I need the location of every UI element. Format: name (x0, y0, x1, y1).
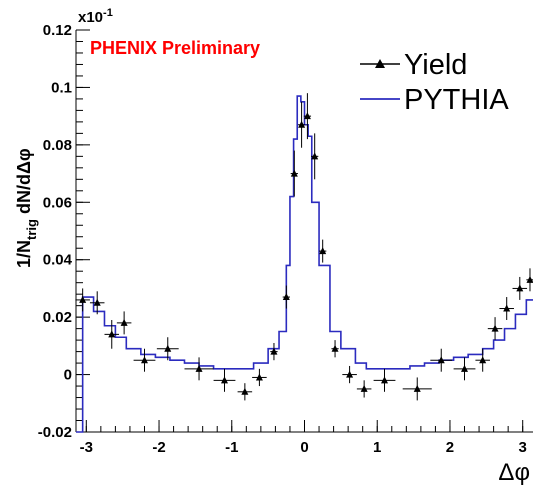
yield-marker (526, 275, 533, 283)
legend: Yield PYTHIA (360, 49, 509, 116)
y-axis-label: 1/Ntrig dN/dΔφ (14, 148, 39, 268)
yield-point (116, 311, 132, 335)
yield-marker (93, 298, 101, 306)
yield-point (184, 357, 214, 381)
yield-point (311, 133, 319, 180)
legend-pythia-label: PYTHIA (404, 84, 509, 116)
yield-point (331, 340, 339, 358)
yield-marker (282, 293, 290, 301)
yield-point (303, 93, 312, 140)
yield-marker (331, 344, 339, 352)
yield-point (487, 317, 503, 341)
yield-point (512, 276, 528, 300)
y-tick-label: 0.04 (43, 252, 73, 269)
x-tick-label: 2 (446, 439, 454, 456)
yield-marker (108, 330, 116, 338)
x-tick-label: -3 (80, 439, 93, 456)
x-tick-label: -2 (152, 439, 165, 456)
yield-point (213, 368, 236, 392)
yield-point (356, 380, 372, 398)
yield-marker (346, 370, 354, 378)
y-exponent: x10-1 (78, 7, 113, 26)
yield-marker (311, 152, 319, 160)
yield-marker (298, 120, 306, 128)
yield-point (156, 337, 179, 361)
yield-marker (290, 169, 298, 177)
yield-marker (461, 364, 469, 372)
yield-point (75, 288, 90, 312)
yield-point (319, 239, 327, 263)
x-tick-label: 3 (519, 439, 527, 456)
legend-yield-label: Yield (404, 49, 467, 81)
yield-point (290, 150, 298, 197)
yield-marker (164, 344, 172, 352)
yield-marker (303, 112, 311, 120)
yield-marker (360, 384, 368, 392)
yield-point (104, 320, 120, 349)
y-tick-label: 0.06 (43, 194, 72, 211)
yield-point (252, 368, 267, 387)
yield-point (499, 297, 514, 321)
yield-marker (79, 295, 87, 303)
pythia-step-line (76, 95, 533, 433)
yield-marker (220, 376, 228, 384)
y-tick-label: 0.08 (43, 137, 72, 154)
yield-point (475, 348, 490, 372)
y-tick-label: 0.02 (43, 309, 72, 326)
yield-marker (241, 387, 249, 395)
y-tick-label: 0.12 (43, 22, 72, 39)
yield-point (282, 285, 290, 309)
yield-point (133, 348, 156, 372)
yield-point (430, 348, 453, 372)
yield-marker (140, 356, 148, 364)
yield-series (75, 93, 533, 401)
yield-point (342, 365, 357, 384)
x-tick-label: 0 (300, 439, 308, 456)
y-tick-label: -0.02 (38, 424, 72, 441)
yield-marker (381, 376, 389, 384)
yield-marker (491, 324, 499, 332)
yield-marker (120, 318, 128, 326)
pythia-series (76, 95, 533, 433)
x-ticks: -3 -2 -1 0 1 2 3 (80, 420, 527, 456)
x-tick-label: -1 (225, 439, 238, 456)
yield-point (402, 377, 432, 401)
yield-point (453, 357, 476, 381)
yield-marker (270, 347, 278, 355)
yield-marker (413, 384, 421, 392)
yield-marker (503, 304, 511, 312)
yield-marker (479, 356, 487, 364)
yield-marker (516, 284, 524, 292)
yield-point (237, 383, 253, 401)
y-tick-label: 0 (64, 367, 72, 384)
yield-point (297, 101, 306, 148)
yield-marker (437, 356, 445, 364)
annotation-phenix: PHENIX Preliminary (90, 38, 260, 58)
legend-yield-marker (375, 59, 385, 68)
y-tick-label: 0.1 (51, 79, 72, 96)
yield-point (373, 368, 396, 392)
yield-marker (319, 247, 327, 255)
yield-point (89, 291, 105, 315)
x-axis-label: Δφ (498, 459, 530, 485)
yield-point (526, 268, 533, 292)
yield-marker (195, 364, 203, 372)
yield-point (270, 342, 278, 361)
yield-marker (255, 373, 263, 381)
x-tick-label: 1 (373, 439, 381, 456)
